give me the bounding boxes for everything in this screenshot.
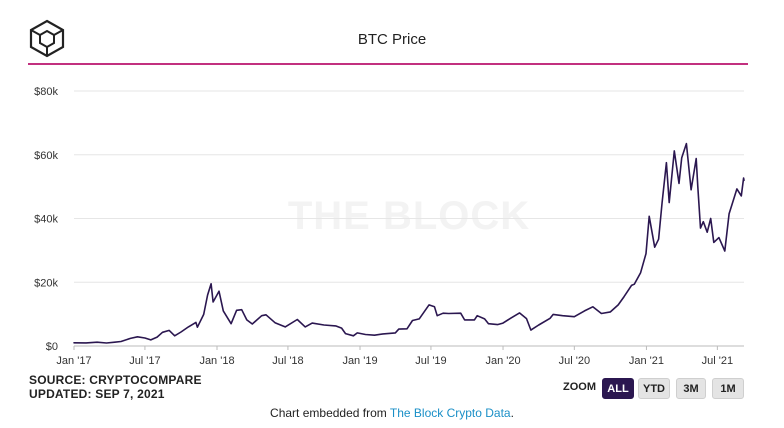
x-tick-label-4: Jan '19 [342,355,377,367]
zoom-3m-button[interactable]: 3M [676,378,706,399]
y-tick-label-2: $40k [34,214,58,226]
source-info: SOURCE: CRYPTOCOMPARE UPDATED: SEP 7, 20… [29,373,202,401]
x-tick-label-3: Jul '18 [272,355,303,367]
y-tick-label-0: $0 [46,341,58,353]
price-series-line-0 [73,142,745,344]
watermark: THE BLOCK [288,194,530,238]
x-tick-label-7: Jul '20 [559,355,590,367]
y-tick-label-1: $20k [34,277,58,289]
zoom-ytd-button[interactable]: YTD [638,378,670,399]
x-tick-label-5: Jul '19 [415,355,446,367]
chart-title: BTC Price [357,31,427,48]
btc-price-chart: THE BLOCK $0 $20k $40k $60k $80k Jan '17 Jul '1… [34,86,745,367]
embed-suffix: . [510,406,514,420]
x-tick-label-8: Jan '21 [629,355,664,367]
x-tick-label-0: Jan '17 [56,355,91,367]
x-tick-label-6: Jan '20 [485,355,520,367]
zoom-1m-button[interactable]: 1M [712,378,744,399]
the-block-crypto-data-link[interactable]: The Block Crypto Data [389,406,511,420]
embed-credit: Chart embedded from The Block Crypto Dat… [0,406,784,420]
x-tick-label-2: Jan '18 [199,355,234,367]
zoom-label: ZOOM [563,381,596,393]
x-tick-label-1: Jul '17 [129,355,160,367]
updated-label: UPDATED: SEP 7, 2021 [29,387,165,401]
x-tick-label-9: Jul '21 [702,355,733,367]
the-block-cube-logo [29,19,65,58]
embed-prefix: Chart embedded from [270,406,390,420]
header-divider [28,63,748,65]
y-tick-label-3: $60k [34,150,58,162]
source-label: SOURCE: CRYPTOCOMPARE [29,373,202,387]
zoom-all-button[interactable]: ALL [602,378,634,399]
y-tick-label-4: $80k [34,86,58,98]
